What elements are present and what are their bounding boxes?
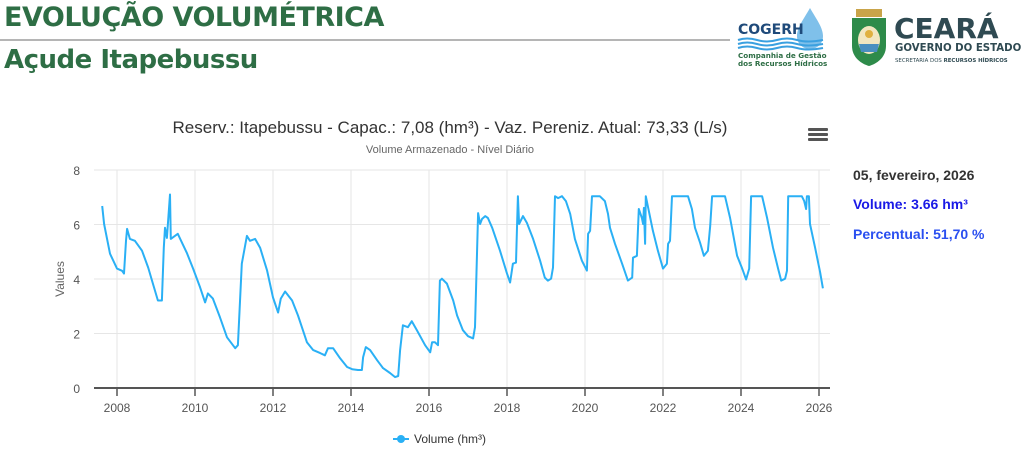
ceara-line1: GOVERNO DO ESTADO [895,43,1022,54]
legend-label: Volume (hm³) [414,432,487,446]
x-tick-label: 2022 [650,401,677,415]
reservoir-name: Açude Itapebussu [4,45,258,75]
legend-item-volume[interactable]: Volume (hm³) [393,432,486,446]
y-tick-label: 0 [73,382,80,396]
title-divider [0,39,730,41]
x-tick-label: 2014 [338,401,365,415]
y-axis-ticks: 0 2 4 6 8 [73,164,80,396]
ceara-name: CEARÁ [894,11,999,45]
cogerh-line1: Companhia de Gestão [738,51,827,60]
x-tick-label: 2010 [182,401,209,415]
legend-marker-icon [393,434,409,444]
x-tick-label: 2008 [104,401,131,415]
ceara-coat-of-arms-icon [852,9,886,66]
cogerh-logo: COGERH Companhia de Gestão dos Recursos … [737,8,827,68]
ceara-logo: CEARÁ GOVERNO DO ESTADO SECRETARIA DOS R… [852,9,1022,66]
y-tick-label: 4 [73,273,80,287]
chart-subtitle: Volume Armazenado - Nível Diário [365,144,535,156]
x-tick-label: 2012 [260,401,287,415]
hamburger-menu-icon[interactable] [808,128,828,144]
y-tick-label: 8 [73,164,80,178]
ceara-line2-prefix: SECRETARIA DOS [895,58,944,64]
page-title: EVOLUÇÃO VOLUMÉTRICA [4,2,384,33]
cogerh-name: COGERH [738,22,804,38]
series-line-volume [101,193,824,379]
x-tick-label: 2016 [416,401,443,415]
y-tick-label: 6 [73,219,80,233]
x-tick-label: 2018 [494,401,521,415]
grid-lines [94,169,830,388]
y-tick-label: 2 [73,328,80,342]
info-date: 05, fevereiro, 2026 [853,167,975,183]
x-axis-ticks: 2008 2010 2012 2014 2016 2018 2020 2022 2024 2026 [104,388,833,415]
x-tick-label: 2026 [806,401,833,415]
water-drop-icon [797,8,823,49]
ceara-line2-bold: RECURSOS HÍDRICOS [944,56,1008,64]
y-axis-label: Values [53,261,67,297]
svg-text:SECRETARIA DOS RECURSOS HÍDRIC: SECRETARIA DOS RECURSOS HÍDRICOS [895,56,1008,64]
x-tick-label: 2020 [572,401,599,415]
info-percent: Percentual: 51,70 % [853,226,985,242]
cogerh-line2: dos Recursos Hídricos [738,59,827,68]
chart-title: Reserv.: Itapebussu - Capac.: 7,08 (hm³)… [172,118,728,137]
x-tick-label: 2024 [728,401,755,415]
info-volume: Volume: 3.66 hm³ [853,196,968,212]
